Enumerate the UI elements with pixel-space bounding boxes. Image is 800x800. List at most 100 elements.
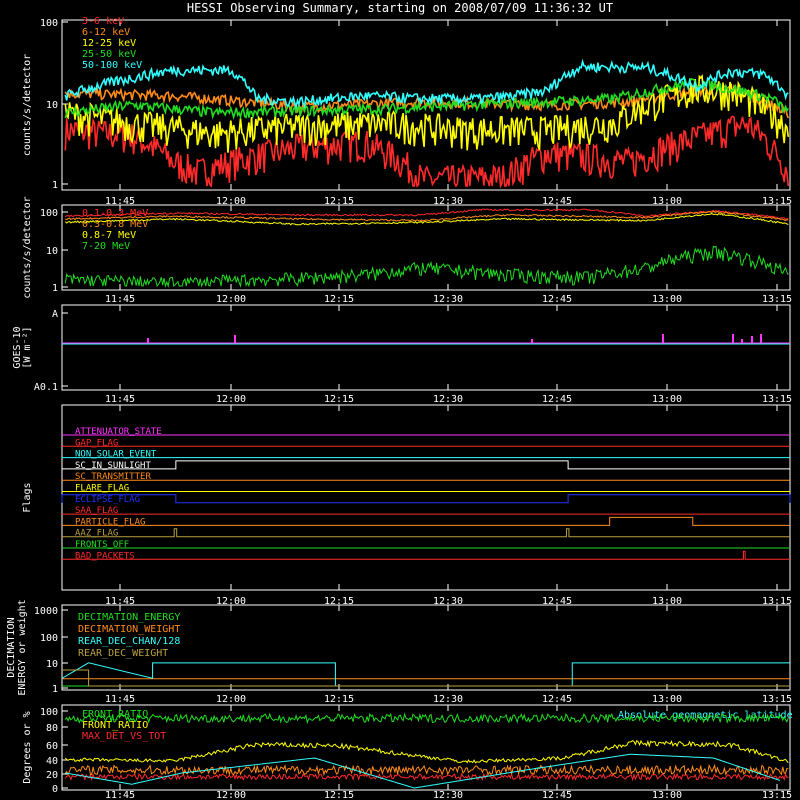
- y-axis-label: Flags: [22, 482, 33, 512]
- x-tick-label: 12:30: [433, 394, 463, 405]
- series-line: [62, 669, 790, 687]
- series-line: [64, 212, 789, 226]
- flag-label: SAA_FLAG: [75, 506, 118, 516]
- x-tick-label: 12:45: [542, 394, 572, 405]
- x-tick-label: 12:15: [324, 196, 354, 207]
- flag-label: FLARE_FLAG: [75, 484, 129, 494]
- panel-frame: [61, 204, 791, 291]
- y-tick-label: 100: [40, 707, 58, 718]
- flag-line: [61, 494, 791, 504]
- x-tick-label: 13:15: [762, 294, 792, 305]
- x-tick-label: 11:45: [105, 196, 135, 207]
- legend-entry: 25-50 keV: [82, 49, 136, 60]
- x-tick-label: 12:00: [216, 790, 246, 800]
- y-tick-label: 1: [52, 180, 58, 191]
- series-line: [65, 208, 789, 220]
- y-axis-label: [W m⁻²]: [22, 326, 33, 368]
- flag-line: [62, 528, 790, 538]
- figure-title: HESSI Observing Summary, starting on 200…: [187, 1, 613, 15]
- legend-entry: FRONT_RATIO: [82, 720, 148, 731]
- flag-label: NON_SOLAR_EVENT: [75, 450, 157, 460]
- y-axis-label: counts/s/detector: [22, 54, 33, 156]
- legend-entry: DECIMATION_ENERGY: [78, 612, 180, 623]
- series-line: [64, 739, 789, 764]
- panel-lowE: 11:45 12:00 12:15 12:30 12:45 13:00 13:15 1 10 10…: [22, 16, 792, 207]
- x-tick-label: 13:00: [652, 596, 682, 607]
- x-tick-label: 13:00: [652, 790, 682, 800]
- x-tick-label: 11:45: [105, 694, 135, 705]
- series-line: [64, 245, 789, 288]
- panel-frame: [61, 604, 791, 691]
- y-tick-label: 10: [46, 659, 58, 670]
- flag-line: [62, 516, 790, 526]
- y-tick-label: 60: [46, 741, 58, 752]
- panel-flags: 11:45 12:00 12:15 12:30 12:45 13:00 13:15 Flags…: [22, 404, 792, 607]
- x-tick-label: 12:45: [542, 694, 572, 705]
- x-tick-label: 13:00: [652, 394, 682, 405]
- legend-entry: 0.8-7 MeV: [82, 230, 136, 241]
- flag-label: AAZ_FLAG: [75, 529, 118, 539]
- series-line: [61, 662, 790, 687]
- x-tick-label: 12:15: [324, 394, 354, 405]
- flag-line: [62, 550, 790, 560]
- x-tick-label: 11:45: [105, 790, 135, 800]
- x-tick-label: 13:15: [762, 694, 792, 705]
- x-tick-label: 12:00: [216, 596, 246, 607]
- legend-entry: 0.1-0.3 MeV: [82, 208, 148, 219]
- legend-entry: 0.3-0.8 MeV: [82, 219, 148, 230]
- flag-label: ECLIPSE_FLAG: [75, 495, 140, 505]
- series-line: [64, 77, 789, 121]
- flag-label: ATTENUATOR_STATE: [75, 427, 162, 437]
- legend-entry: 6-12 keV: [82, 27, 130, 38]
- x-tick-label: 13:15: [762, 394, 792, 405]
- y-tick-label: 100: [40, 633, 58, 644]
- x-tick-label: 12:45: [542, 196, 572, 207]
- y-axis-label: DECIMATION: [6, 617, 17, 677]
- legend-entry: FRONT_RATIO: [82, 709, 148, 720]
- x-tick-label: 13:00: [652, 196, 682, 207]
- x-tick-label: 12:15: [324, 790, 354, 800]
- x-tick-label: 13:00: [652, 694, 682, 705]
- legend-entry: 50-100 keV: [82, 60, 142, 71]
- x-tick-label: 13:00: [652, 294, 682, 305]
- y-axis-label: ENERGY or weight: [17, 599, 28, 695]
- legend-entry: 3-6 keV: [82, 16, 124, 27]
- x-tick-label: 12:45: [542, 294, 572, 305]
- y-tick-label: 80: [46, 723, 58, 734]
- x-tick-label: 12:45: [542, 790, 572, 800]
- x-tick-label: 12:30: [433, 790, 463, 800]
- x-tick-label: 12:15: [324, 596, 354, 607]
- x-tick-label: 12:15: [324, 294, 354, 305]
- y-tick-label: 40: [46, 756, 58, 767]
- x-tick-label: 12:00: [216, 394, 246, 405]
- y-tick-label: 1000: [34, 606, 58, 617]
- x-tick-label: 13:15: [762, 196, 792, 207]
- x-tick-label: 12:30: [433, 196, 463, 207]
- panel-highE: 11:45 12:00 12:15 12:30 12:45 13:00 13:15 1 10 10…: [22, 196, 792, 305]
- panel-decim: 11:45 12:00 12:15 12:30 12:45 13:00 13:15 1 10 10…: [6, 599, 792, 705]
- series-line: [64, 712, 789, 725]
- y-tick-label: 1: [52, 684, 58, 695]
- x-tick-label: 12:45: [542, 596, 572, 607]
- legend-entry: REAR_DEC_WEIGHT: [78, 648, 168, 659]
- y-tick-label: 100: [40, 18, 58, 29]
- x-tick-label: 12:30: [433, 694, 463, 705]
- x-tick-label: 12:30: [433, 596, 463, 607]
- y-tick-label: 10: [46, 100, 58, 111]
- legend-entry: REAR_DEC_CHAN/128: [78, 636, 180, 647]
- legend-entry: MAX_DET_VS_TOT: [82, 731, 166, 742]
- y-tick-label: 20: [46, 770, 58, 781]
- series-line: [65, 753, 781, 789]
- y-tick-label: 10: [46, 246, 58, 257]
- y-tick-label: 0: [52, 784, 58, 795]
- panels: 11:45 12:00 12:15 12:30 12:45 13:00 13:1511010…: [6, 16, 793, 800]
- annotation: Absolute geomagnetic latitude: [618, 710, 793, 721]
- y-tick-label: 1: [52, 283, 58, 294]
- y-axis-label: counts/s/detector: [22, 196, 33, 298]
- y-tick-label: A0.1: [34, 382, 58, 393]
- x-tick-label: 13:15: [762, 790, 792, 800]
- x-tick-label: 11:45: [105, 394, 135, 405]
- series-line: [64, 115, 790, 189]
- flag-label: SC_IN_SUNLIGHT: [75, 461, 151, 471]
